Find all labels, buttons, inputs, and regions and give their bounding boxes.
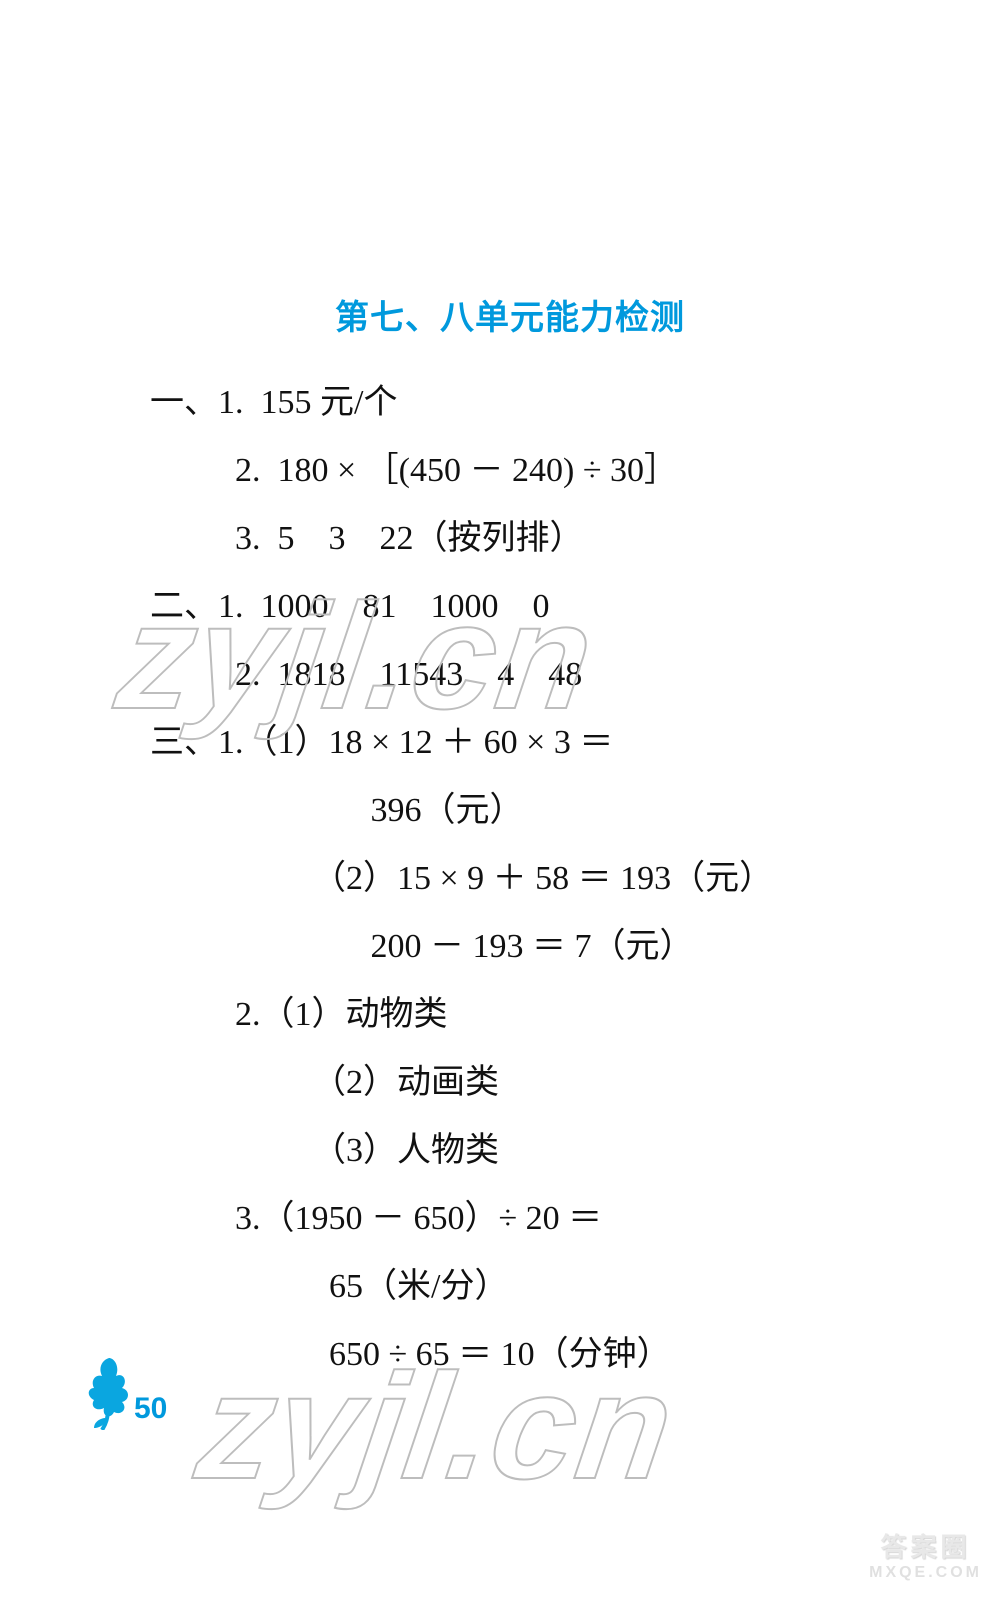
text-line: 65（米/分）: [140, 1253, 880, 1321]
document-page: 第七、八单元能力检测 一、1. 155 元/个2. 180 × ［(450 － …: [0, 0, 1000, 1600]
text-line: （2）动画类: [140, 1049, 880, 1117]
text-line: 2.（1）动物类: [140, 981, 880, 1049]
page-title: 第七、八单元能力检测: [140, 290, 880, 339]
text-line: 2. 1818 11543 4 48: [140, 641, 880, 709]
corner-badge: 答案圈 MXQE.COM: [869, 1527, 982, 1582]
corner-badge-bottom: MXQE.COM: [869, 1564, 982, 1582]
corner-badge-top: 答案圈: [869, 1527, 982, 1564]
text-line: 650 ÷ 65 ＝ 10（分钟）: [140, 1321, 880, 1389]
text-line: 3.（1950 － 650）÷ 20 ＝: [140, 1185, 880, 1253]
text-line: 396（元）: [140, 777, 880, 845]
text-line: 200 － 193 ＝ 7（元）: [140, 913, 880, 981]
flower-icon: [82, 1352, 136, 1430]
text-line: 一、1. 155 元/个: [140, 369, 880, 437]
text-line: （2）15 × 9 ＋ 58 ＝ 193（元）: [140, 845, 880, 913]
page-number: 50: [134, 1392, 167, 1430]
text-line: 2. 180 × ［(450 － 240) ÷ 30］: [140, 437, 880, 505]
content-lines: 一、1. 155 元/个2. 180 × ［(450 － 240) ÷ 30］3…: [140, 369, 880, 1389]
text-line: （3）人物类: [140, 1117, 880, 1185]
page-footer: 50: [82, 1352, 167, 1430]
text-line: 三、1.（1）18 × 12 ＋ 60 × 3 ＝: [140, 709, 880, 777]
text-line: 3. 5 3 22（按列排）: [140, 505, 880, 573]
text-line: 二、1. 1000 81 1000 0: [140, 573, 880, 641]
